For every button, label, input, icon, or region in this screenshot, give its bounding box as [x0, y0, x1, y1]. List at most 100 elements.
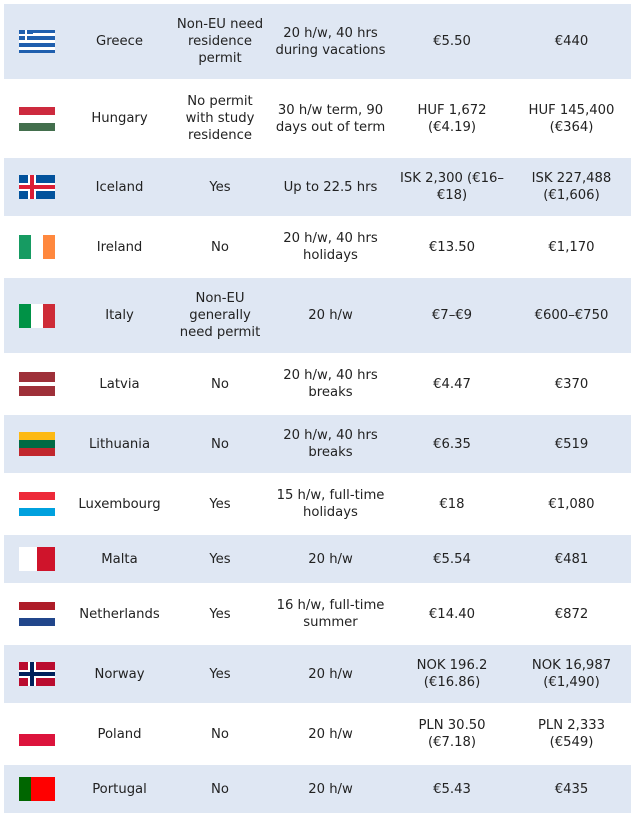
flag-cell [4, 81, 68, 156]
monthly-income: €370 [554, 376, 589, 392]
work-hours: 20 h/w [269, 765, 392, 813]
country-name: Luxembourg [78, 496, 161, 512]
work-hours: 20 h/w [269, 645, 392, 703]
work-hours: 20 h/w [269, 535, 392, 583]
hourly-wage: €13.50 [428, 239, 476, 255]
country-name: Italy [68, 278, 171, 353]
flag-cell [4, 158, 68, 216]
monthly-income: €519 [512, 415, 631, 473]
hourly-wage: €5.43 [392, 765, 512, 813]
hourly-wage: €5.50 [392, 4, 512, 79]
monthly-income: €600–€750 [512, 278, 631, 353]
monthly-income: €872 [554, 606, 589, 622]
flag-cell [4, 4, 68, 79]
hourly-wage: PLN 30.50 (€7.18) [418, 718, 486, 750]
work-hours: 30 h/w term, 90 days out of term [275, 102, 386, 135]
monthly-income: NOK 16,987 (€1,490) [512, 645, 631, 703]
monthly-income: HUF 145,400 (€364) [528, 102, 615, 135]
ireland-flag-icon [19, 235, 55, 259]
country-name: Latvia [99, 376, 140, 392]
portugal-flag-icon [19, 777, 55, 801]
hourly-wage: HUF 1,672 (€4.19) [417, 102, 487, 135]
country-name: Poland [97, 726, 142, 742]
work-hours: 20 h/w [269, 278, 392, 353]
flag-cell [4, 585, 68, 643]
monthly-income: €1,080 [548, 496, 595, 512]
hourly-wage: €14.40 [428, 606, 476, 622]
hourly-wage: NOK 196.2 (€16.86) [392, 645, 512, 703]
work-hours: 20 h/w, 40 hrs breaks [283, 368, 378, 400]
table-row: Hungary No permit with study residence 30 … [4, 81, 631, 156]
flag-cell [4, 278, 68, 353]
flag-cell [4, 765, 68, 813]
permit-required: Non-EU generally need permit [171, 278, 269, 353]
table-row: Italy Non-EU generally need permit 20 h/w €… [4, 278, 631, 353]
latvia-flag-icon [19, 372, 55, 396]
work-hours: 16 h/w, full-time summer [276, 598, 385, 630]
lithuania-flag-icon [19, 432, 55, 456]
permit-required: No [211, 726, 229, 742]
hourly-wage: €6.35 [392, 415, 512, 473]
hourly-wage: €5.54 [392, 535, 512, 583]
table-row: Greece Non-EU need residence permit 20 h/w… [4, 4, 631, 79]
permit-required: No [211, 376, 229, 392]
monthly-income: PLN 2,333 (€549) [537, 718, 606, 750]
permit-required: Non-EU need residence permit [171, 4, 269, 79]
work-hours: 20 h/w, 40 hrs during vacations [269, 4, 392, 79]
hourly-wage: €18 [439, 496, 465, 512]
table-row: Iceland Yes Up to 22.5 hrs ISK 2,300 (€16–€… [4, 158, 631, 216]
hourly-wage: €4.47 [433, 376, 471, 392]
flag-cell [4, 535, 68, 583]
table-row: Norway Yes 20 h/w NOK 196.2 (€16.86) NOK 16,… [4, 645, 631, 703]
monthly-income: ISK 227,488 (€1,606) [512, 158, 631, 216]
table-row: Netherlands Yes 16 h/w, full-time summer €1… [4, 585, 631, 643]
work-hours: Up to 22.5 hrs [269, 158, 392, 216]
monthly-income: €435 [512, 765, 631, 813]
work-hours: 20 h/w, 40 hrs holidays [283, 231, 378, 263]
flag-cell [4, 645, 68, 703]
monthly-income: €481 [512, 535, 631, 583]
table-row: Lithuania No 20 h/w, 40 hrs breaks €6.35 €51… [4, 415, 631, 473]
monthly-income: €440 [512, 4, 631, 79]
table-row: Malta Yes 20 h/w €5.54 €481 [4, 535, 631, 583]
monthly-income: €1,170 [548, 239, 595, 255]
iceland-flag-icon [19, 175, 55, 199]
poland-flag-icon [19, 722, 55, 746]
hourly-wage: €7–€9 [392, 278, 512, 353]
table-row: Luxembourg Yes 15 h/w, full-time holidays €… [4, 475, 631, 533]
flag-cell [4, 218, 68, 276]
permit-required: No [171, 765, 269, 813]
country-name: Iceland [68, 158, 171, 216]
country-name: Netherlands [79, 606, 160, 622]
work-hours: 15 h/w, full-time holidays [276, 488, 385, 520]
permit-required: Yes [209, 496, 231, 512]
netherlands-flag-icon [19, 602, 55, 626]
country-name: Lithuania [68, 415, 171, 473]
hourly-wage: ISK 2,300 (€16–€18) [392, 158, 512, 216]
country-name: Portugal [68, 765, 171, 813]
flag-cell [4, 705, 68, 763]
permit-required: No [211, 239, 229, 255]
permit-required: No [171, 415, 269, 473]
permit-required: Yes [171, 158, 269, 216]
permit-required: No permit with study residence [185, 94, 255, 143]
hungary-flag-icon [19, 106, 55, 131]
flag-cell [4, 415, 68, 473]
country-name: Norway [68, 645, 171, 703]
permit-required: Yes [171, 645, 269, 703]
table-row: Latvia No 20 h/w, 40 hrs breaks €4.47 €370 [4, 355, 631, 413]
flag-cell [4, 475, 68, 533]
country-name: Hungary [91, 111, 148, 126]
luxembourg-flag-icon [19, 492, 55, 516]
table-row: Ireland No 20 h/w, 40 hrs holidays €13.50 €1… [4, 218, 631, 276]
permit-required: Yes [209, 606, 231, 622]
permit-required: Yes [171, 535, 269, 583]
table-row: Poland No 20 h/w PLN 30.50 (€7.18) PLN 2,333… [4, 705, 631, 763]
country-name: Malta [68, 535, 171, 583]
work-hours: 20 h/w [308, 726, 353, 742]
table-row: Portugal No 20 h/w €5.43 €435 [4, 765, 631, 813]
malta-flag-icon [19, 547, 55, 571]
norway-flag-icon [19, 662, 55, 686]
country-name: Ireland [96, 239, 143, 255]
greece-flag-icon [19, 29, 55, 54]
